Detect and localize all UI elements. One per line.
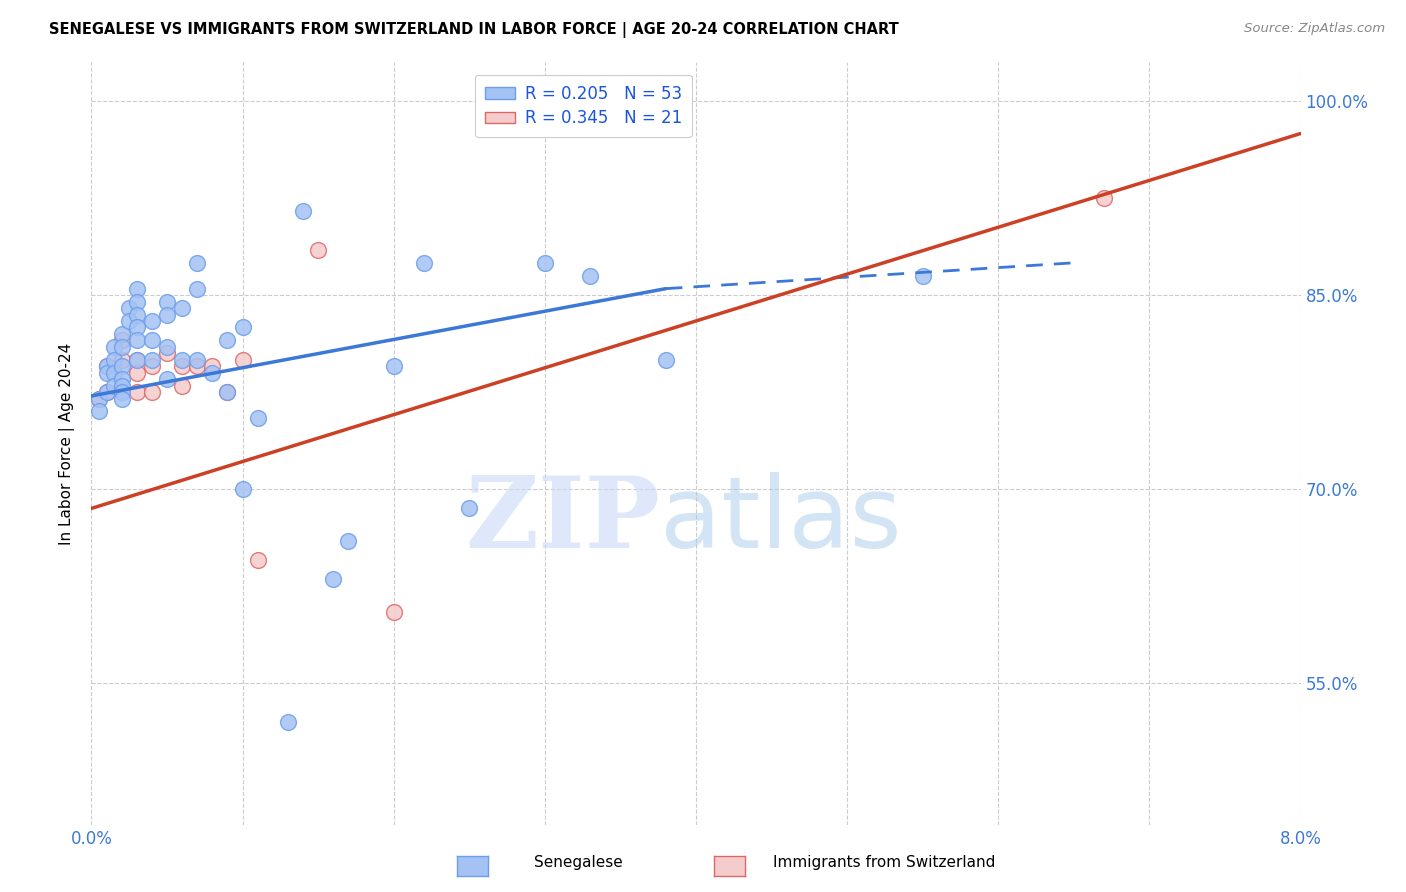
Point: [231, 482, 253, 496]
Point: [217, 334, 239, 348]
Point: [125, 352, 148, 367]
Point: [654, 352, 676, 367]
Point: [186, 256, 208, 270]
Point: [292, 204, 315, 219]
Point: [246, 553, 269, 567]
Point: [201, 366, 224, 380]
Point: [156, 308, 179, 322]
Text: atlas: atlas: [659, 472, 901, 568]
Point: [111, 385, 132, 400]
Point: [382, 359, 405, 374]
Point: [141, 314, 163, 328]
Point: [277, 714, 299, 729]
Point: [186, 359, 208, 374]
Point: [96, 385, 118, 400]
Point: [118, 301, 141, 315]
Point: [111, 334, 132, 348]
Text: ZIP: ZIP: [465, 472, 659, 568]
Point: [141, 385, 163, 400]
Point: [111, 352, 132, 367]
Point: [111, 372, 132, 386]
Point: [125, 308, 148, 322]
Point: [111, 326, 132, 341]
Point: [172, 359, 194, 374]
Point: [111, 378, 132, 392]
Point: [96, 359, 118, 374]
Point: [87, 392, 110, 406]
Point: [96, 366, 118, 380]
Point: [579, 268, 602, 283]
Point: [246, 411, 269, 425]
Point: [118, 314, 141, 328]
Text: Senegalese: Senegalese: [534, 855, 623, 870]
Point: [141, 359, 163, 374]
Point: [103, 352, 125, 367]
Point: [125, 282, 148, 296]
Text: Immigrants from Switzerland: Immigrants from Switzerland: [773, 855, 995, 870]
Text: SENEGALESE VS IMMIGRANTS FROM SWITZERLAND IN LABOR FORCE | AGE 20-24 CORRELATION: SENEGALESE VS IMMIGRANTS FROM SWITZERLAN…: [49, 22, 898, 38]
Point: [156, 340, 179, 354]
Point: [458, 501, 481, 516]
Point: [111, 359, 132, 374]
Y-axis label: In Labor Force | Age 20-24: In Labor Force | Age 20-24: [59, 343, 76, 545]
Point: [125, 294, 148, 309]
Point: [172, 378, 194, 392]
Point: [96, 359, 118, 374]
Point: [141, 334, 163, 348]
Point: [111, 340, 132, 354]
Point: [125, 334, 148, 348]
Point: [217, 385, 239, 400]
Point: [231, 352, 253, 367]
Point: [103, 340, 125, 354]
Point: [337, 533, 360, 548]
Point: [172, 301, 194, 315]
Point: [103, 378, 125, 392]
Point: [125, 366, 148, 380]
Legend: R = 0.205   N = 53, R = 0.345   N = 21: R = 0.205 N = 53, R = 0.345 N = 21: [475, 75, 692, 137]
Point: [911, 268, 934, 283]
Point: [103, 366, 125, 380]
Point: [186, 282, 208, 296]
Point: [96, 385, 118, 400]
Point: [201, 359, 224, 374]
Point: [217, 385, 239, 400]
Point: [413, 256, 436, 270]
Point: [87, 392, 110, 406]
Point: [156, 294, 179, 309]
Point: [111, 392, 132, 406]
Point: [141, 352, 163, 367]
Point: [125, 385, 148, 400]
Point: [307, 243, 329, 257]
Point: [533, 256, 555, 270]
Point: [156, 372, 179, 386]
Point: [156, 346, 179, 360]
Point: [231, 320, 253, 334]
Point: [186, 352, 208, 367]
Point: [87, 404, 110, 418]
Point: [1092, 191, 1115, 205]
Point: [382, 605, 405, 619]
Point: [125, 320, 148, 334]
Point: [172, 352, 194, 367]
Point: [125, 352, 148, 367]
Text: Source: ZipAtlas.com: Source: ZipAtlas.com: [1244, 22, 1385, 36]
Point: [322, 573, 344, 587]
